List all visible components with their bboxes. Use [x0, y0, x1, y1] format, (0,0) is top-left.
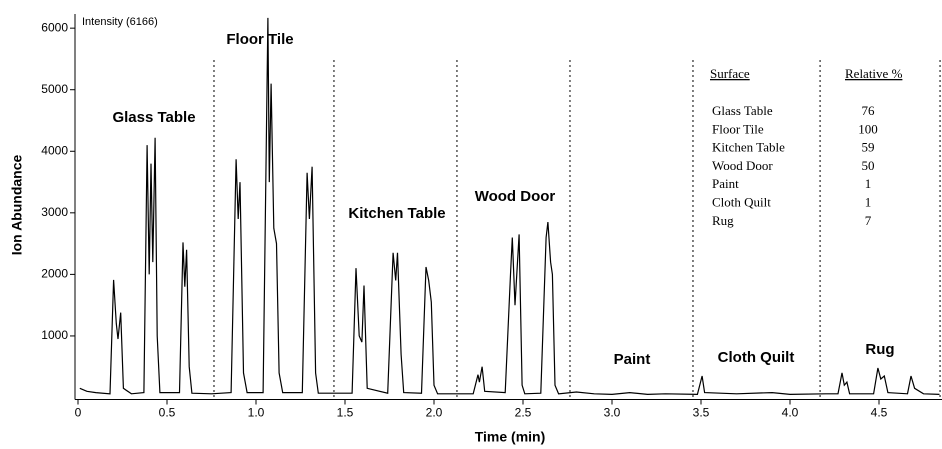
x-tick-label: 3.0	[604, 406, 621, 420]
table-surface: Floor Tile	[712, 121, 764, 136]
y-axis-title: Ion Abundance	[9, 154, 25, 255]
intensity-annotation: Intensity (6166)	[82, 16, 158, 28]
x-tick-label: 1.5	[337, 406, 354, 420]
y-tick-label: 2000	[41, 267, 68, 281]
region-label: Floor Tile	[226, 31, 293, 48]
chromatogram-line	[79, 17, 940, 396]
table-percent: 100	[858, 121, 878, 136]
table-surface: Glass Table	[712, 103, 773, 118]
x-tick-label: 0.5	[159, 406, 176, 420]
x-tick-label: 3.5	[693, 406, 710, 420]
table-percent: 59	[862, 140, 875, 155]
region-label: Cloth Quilt	[718, 349, 795, 366]
table-surface: Kitchen Table	[712, 140, 785, 155]
table-header: Relative %	[845, 66, 903, 81]
y-tick-label: 5000	[41, 82, 68, 96]
x-tick-label: 4.0	[782, 406, 799, 420]
region-label: Paint	[614, 351, 651, 368]
table-surface: Wood Door	[712, 158, 773, 173]
table-surface: Rug	[712, 213, 734, 228]
x-axis-title: Time (min)	[475, 429, 546, 445]
x-tick-label: 2.0	[426, 406, 443, 420]
region-label: Glass Table	[112, 109, 195, 126]
x-tick-label: 2.5	[515, 406, 532, 420]
x-tick-label: 0	[75, 406, 82, 420]
y-tick-label: 3000	[41, 205, 68, 219]
table-percent: 1	[865, 194, 872, 209]
table-percent: 76	[862, 103, 876, 118]
table-percent: 7	[865, 213, 872, 228]
table-percent: 1	[865, 176, 872, 191]
y-tick-label: 4000	[41, 143, 68, 157]
table-surface: Paint	[712, 176, 739, 191]
y-tick-label: 1000	[41, 328, 68, 342]
table-percent: 50	[862, 158, 875, 173]
table-header: Surface	[710, 66, 750, 81]
region-label: Rug	[865, 341, 894, 358]
y-tick-label: 6000	[41, 20, 68, 34]
table-surface: Cloth Quilt	[712, 194, 771, 209]
region-label: Wood Door	[475, 188, 556, 205]
x-tick-label: 4.5	[871, 406, 888, 420]
x-tick-label: 1.0	[248, 406, 265, 420]
region-label: Kitchen Table	[348, 205, 445, 222]
